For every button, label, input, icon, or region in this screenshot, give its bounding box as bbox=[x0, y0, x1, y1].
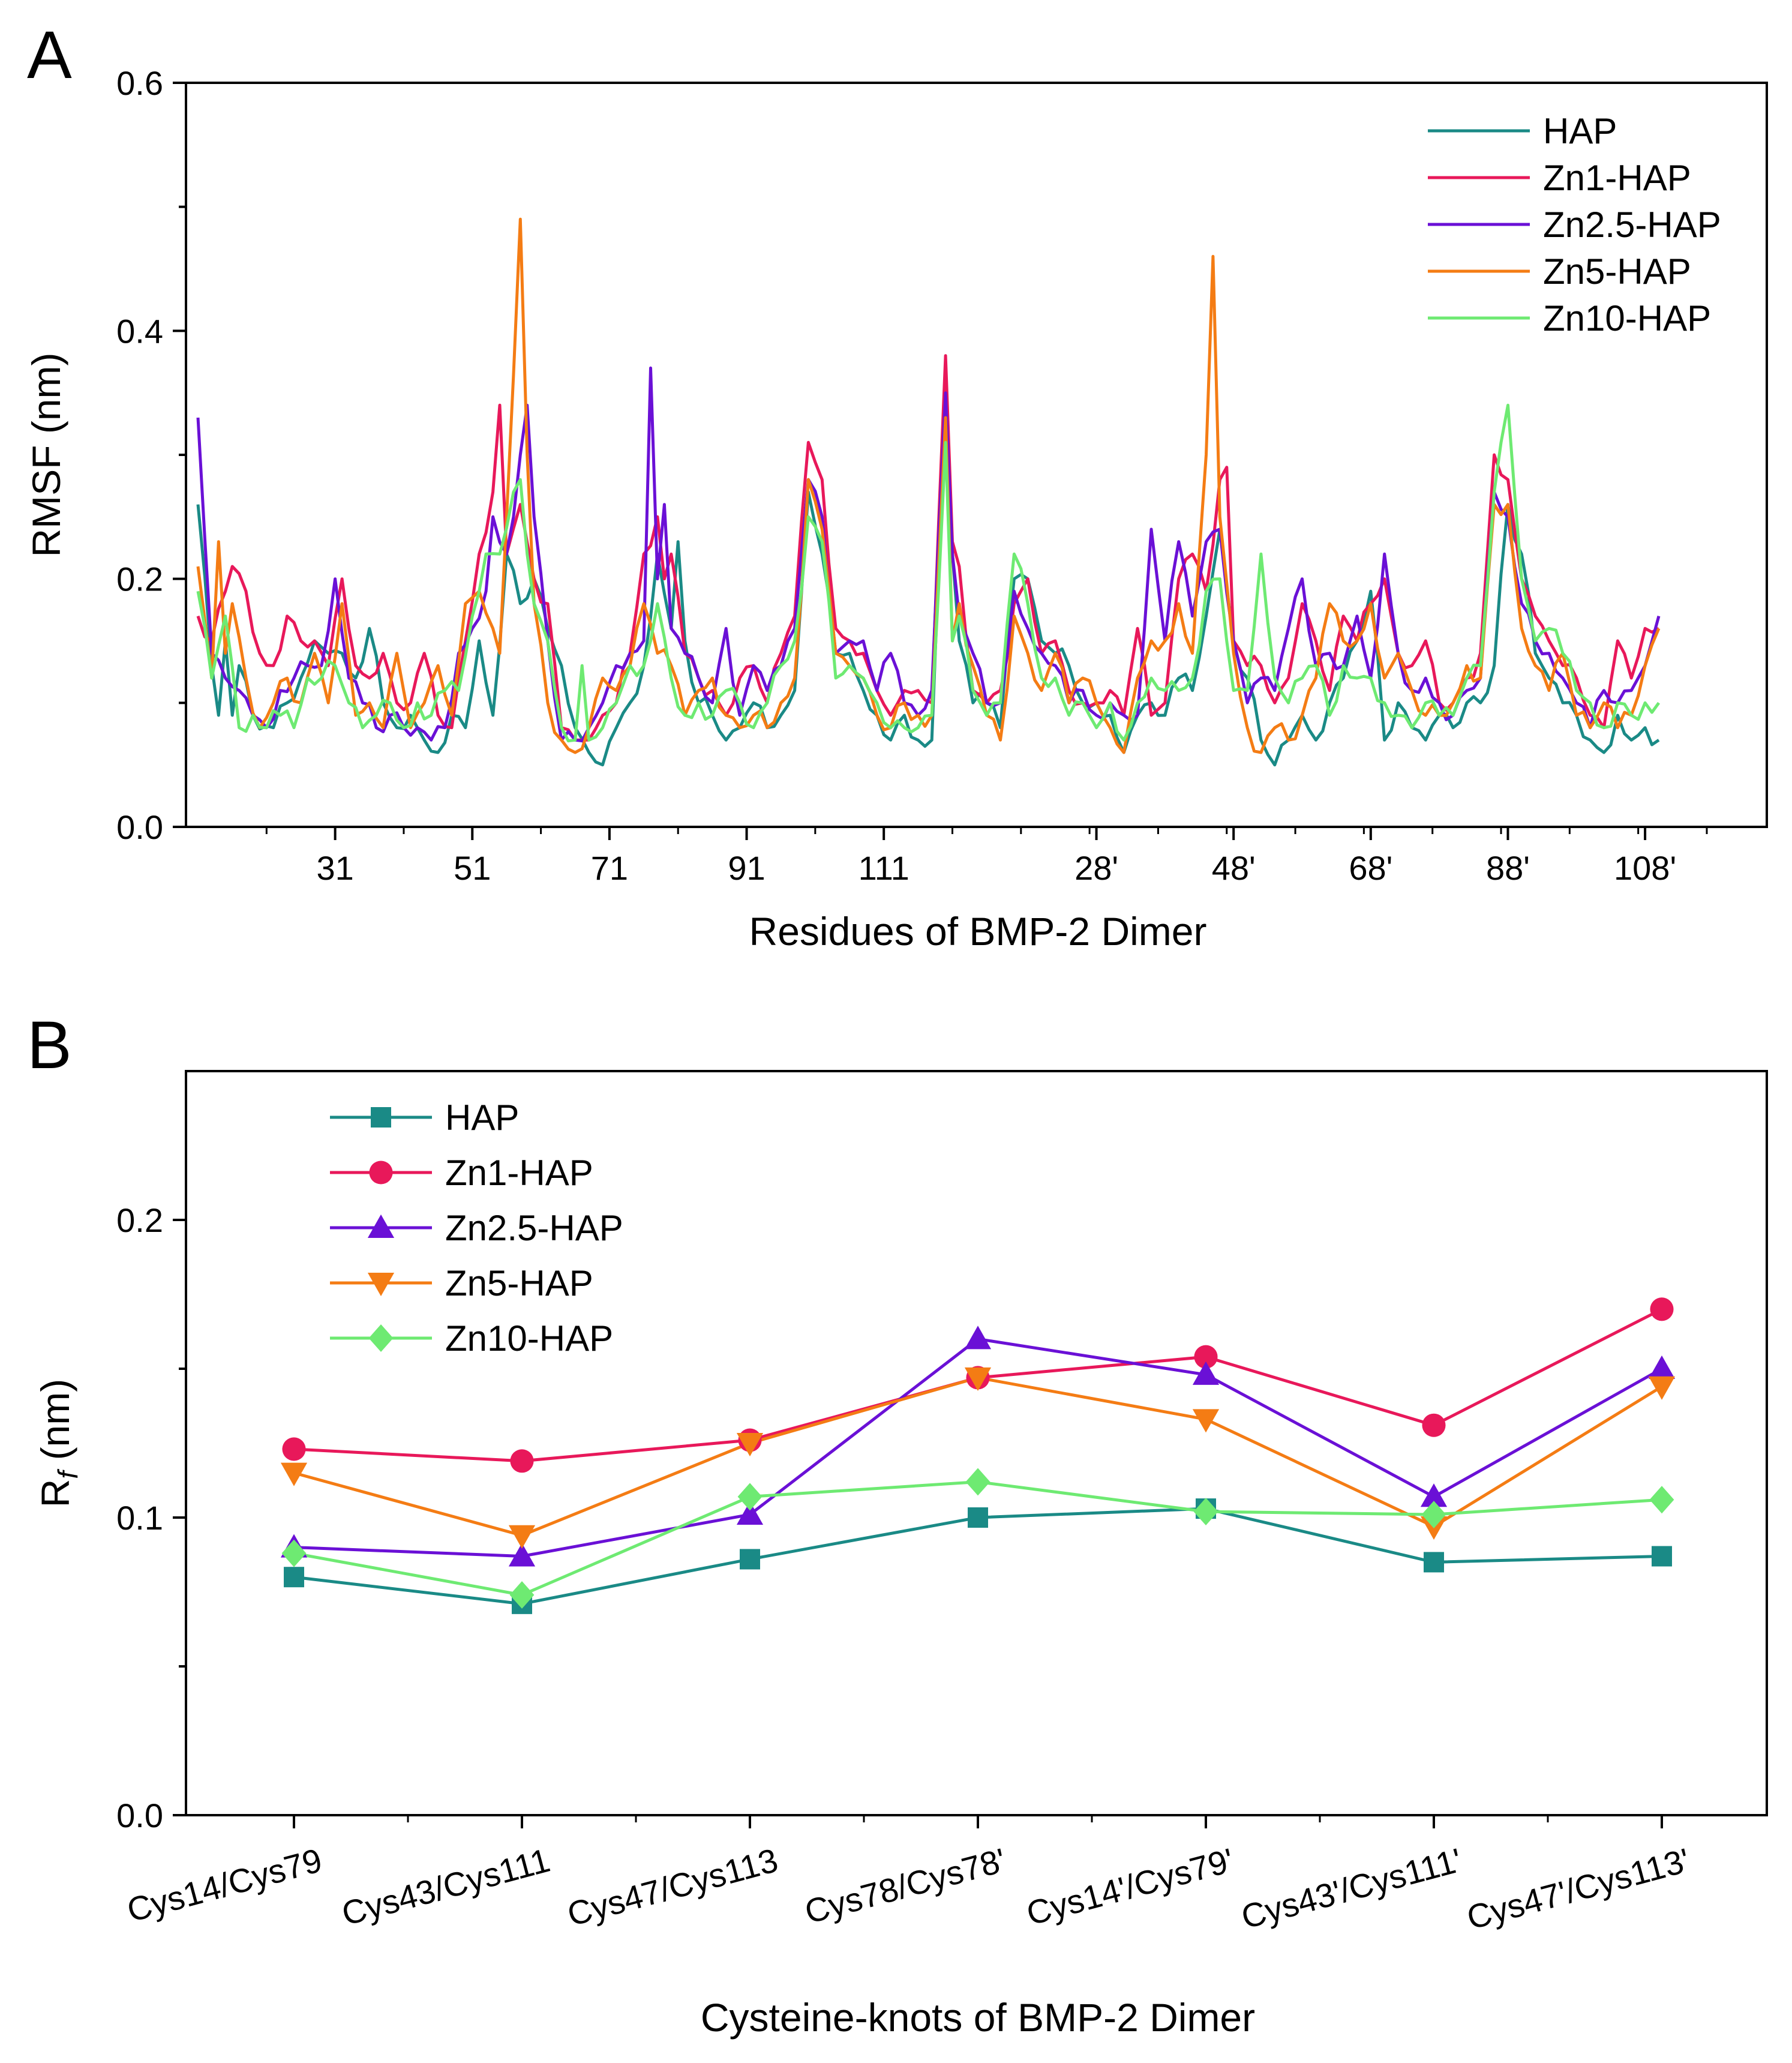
panel-b-x-axis: Cys14/Cys79 Cys43/Cys111 Cys47/Cys113 Cys78… bbox=[123, 1815, 1694, 1936]
x-tick-label: 88' bbox=[1486, 849, 1530, 887]
data-point-zn2-5-hap bbox=[964, 1326, 992, 1350]
panel-b-frame bbox=[185, 1070, 1768, 1816]
x-tick-label: 51 bbox=[454, 849, 491, 887]
data-point-zn1-hap bbox=[1650, 1297, 1674, 1321]
panel-a-y-label: RMSF (nm) bbox=[24, 353, 68, 557]
legend-marker-zn5-hap bbox=[367, 1273, 395, 1297]
x-category-label: Cys43'/Cys111' bbox=[1237, 1841, 1466, 1936]
panel-b-series bbox=[280, 1297, 1676, 1614]
panel-a-x-label: Residues of BMP-2 Dimer bbox=[749, 909, 1207, 953]
y-tick-label: 0.2 bbox=[116, 1201, 163, 1239]
data-point-hap bbox=[740, 1549, 760, 1570]
data-point-zn5-hap bbox=[280, 1462, 308, 1486]
y-tick-label: 0.2 bbox=[116, 560, 163, 598]
x-tick-label: 48' bbox=[1212, 849, 1256, 887]
data-point-zn10-hap bbox=[1193, 1498, 1218, 1526]
data-point-zn2-5-hap bbox=[1420, 1483, 1448, 1507]
y-tick-label: 0.1 bbox=[116, 1499, 163, 1537]
data-point-zn1-hap bbox=[282, 1437, 306, 1461]
legend-label-hap: HAP bbox=[1543, 111, 1617, 151]
x-tick-label: 91 bbox=[728, 849, 765, 887]
data-point-zn1-hap bbox=[1194, 1345, 1218, 1369]
y-tick-label: 0.0 bbox=[116, 1797, 163, 1834]
panel-a: A 0.0 0.2 0.4 0.6 31 51 71 91 111 28' 48' 68' 88' 10… bbox=[24, 17, 1768, 953]
panel-b-label: B bbox=[27, 1007, 72, 1083]
legend-label-zn2-5-hap: Zn2.5-HAP bbox=[445, 1208, 623, 1248]
data-point-zn5-hap bbox=[736, 1433, 764, 1457]
x-category-label: Cys47'/Cys113' bbox=[1463, 1841, 1694, 1937]
legend-label-zn10-hap: Zn10-HAP bbox=[445, 1318, 613, 1359]
legend-label-zn1-hap: Zn1-HAP bbox=[445, 1153, 593, 1193]
series-line-zn10-hap bbox=[196, 403, 1661, 743]
data-point-zn10-hap bbox=[1421, 1501, 1446, 1528]
series-line-zn10-hap bbox=[293, 1480, 1662, 1597]
panel-b-x-label: Cysteine-knots of BMP-2 Dimer bbox=[701, 1995, 1255, 2040]
x-category-label: Cys47/Cys113 bbox=[563, 1841, 782, 1933]
legend-label-zn5-hap: Zn5-HAP bbox=[445, 1263, 593, 1303]
legend-marker-zn10-hap bbox=[368, 1324, 394, 1352]
x-category-label: Cys78/Cys78' bbox=[801, 1841, 1010, 1931]
x-tick-label: 108' bbox=[1614, 849, 1676, 887]
series-line-zn5-hap bbox=[196, 217, 1661, 754]
panel-a-legend: HAP Zn1-HAP Zn2.5-HAP Zn5-HAP Zn10-HAP bbox=[1428, 111, 1721, 338]
panel-b-y-label: Rf (nm) bbox=[33, 1379, 83, 1507]
panel-a-series bbox=[196, 217, 1661, 767]
data-point-zn10-hap bbox=[737, 1483, 763, 1511]
panel-a-y-axis: 0.0 0.2 0.4 0.6 bbox=[116, 64, 186, 846]
x-category-label: Cys14/Cys79 bbox=[123, 1841, 326, 1929]
data-point-zn2-5-hap bbox=[1192, 1361, 1220, 1385]
data-point-zn2-5-hap bbox=[736, 1501, 764, 1525]
x-tick-label: 31 bbox=[316, 849, 353, 887]
panel-a-label: A bbox=[27, 17, 72, 92]
data-point-zn10-hap bbox=[965, 1468, 990, 1496]
data-point-hap bbox=[284, 1567, 304, 1588]
y-tick-label: 0.4 bbox=[116, 312, 163, 350]
panel-b: B 0.00.10.2 Cys14/Cys79 Cys43/Cys111 Cys47… bbox=[27, 1007, 1768, 2040]
legend-marker-zn2-5-hap bbox=[367, 1214, 395, 1238]
data-point-zn10-hap bbox=[509, 1581, 535, 1609]
panel-b-y-axis: 0.0 0.1 0.2 bbox=[116, 1201, 186, 1834]
data-point-zn5-hap bbox=[964, 1367, 992, 1391]
legend-label-hap: HAP bbox=[445, 1098, 519, 1138]
data-point-zn5-hap bbox=[508, 1525, 536, 1549]
data-point-zn2-5-hap bbox=[508, 1543, 536, 1567]
data-point-hap bbox=[1424, 1552, 1444, 1573]
legend-marker-hap bbox=[371, 1107, 391, 1128]
data-point-zn10-hap bbox=[281, 1539, 307, 1567]
data-point-zn5-hap bbox=[1192, 1409, 1220, 1433]
series-line-hap bbox=[196, 403, 1660, 767]
data-point-hap bbox=[968, 1507, 988, 1528]
data-point-zn10-hap bbox=[1649, 1486, 1674, 1514]
series-line-zn1-hap bbox=[196, 354, 1660, 742]
x-tick-label: 71 bbox=[591, 849, 628, 887]
y-tick-label: 0.0 bbox=[116, 808, 163, 846]
legend-label-zn1-hap: Zn1-HAP bbox=[1543, 158, 1691, 198]
series-line-zn2-5-hap bbox=[196, 366, 1661, 743]
x-tick-label: 28' bbox=[1074, 849, 1118, 887]
x-tick-label: 68' bbox=[1349, 849, 1392, 887]
legend-label-zn10-hap: Zn10-HAP bbox=[1543, 298, 1711, 338]
data-point-hap bbox=[1652, 1546, 1672, 1567]
y-tick-label: 0.6 bbox=[116, 64, 163, 102]
panel-b-legend: HAP Zn1-HAP Zn2.5-HAP Zn5-HAP Zn10-HAP bbox=[330, 1098, 623, 1359]
data-point-zn2-5-hap bbox=[1648, 1355, 1676, 1379]
legend-label-zn5-hap: Zn5-HAP bbox=[1543, 251, 1691, 292]
data-point-zn1-hap bbox=[1422, 1413, 1446, 1437]
x-tick-label: 111 bbox=[859, 849, 909, 887]
legend-marker-zn1-hap bbox=[369, 1161, 393, 1185]
panel-a-x-axis: 31 51 71 91 111 28' 48' 68' 88' 108' bbox=[265, 827, 1708, 887]
legend-label-zn2-5-hap: Zn2.5-HAP bbox=[1543, 205, 1721, 245]
x-category-label: Cys43/Cys111 bbox=[338, 1841, 554, 1933]
x-category-label: Cys14'/Cys79' bbox=[1022, 1841, 1238, 1933]
data-point-zn1-hap bbox=[510, 1449, 534, 1473]
data-point-zn5-hap bbox=[1648, 1376, 1676, 1400]
